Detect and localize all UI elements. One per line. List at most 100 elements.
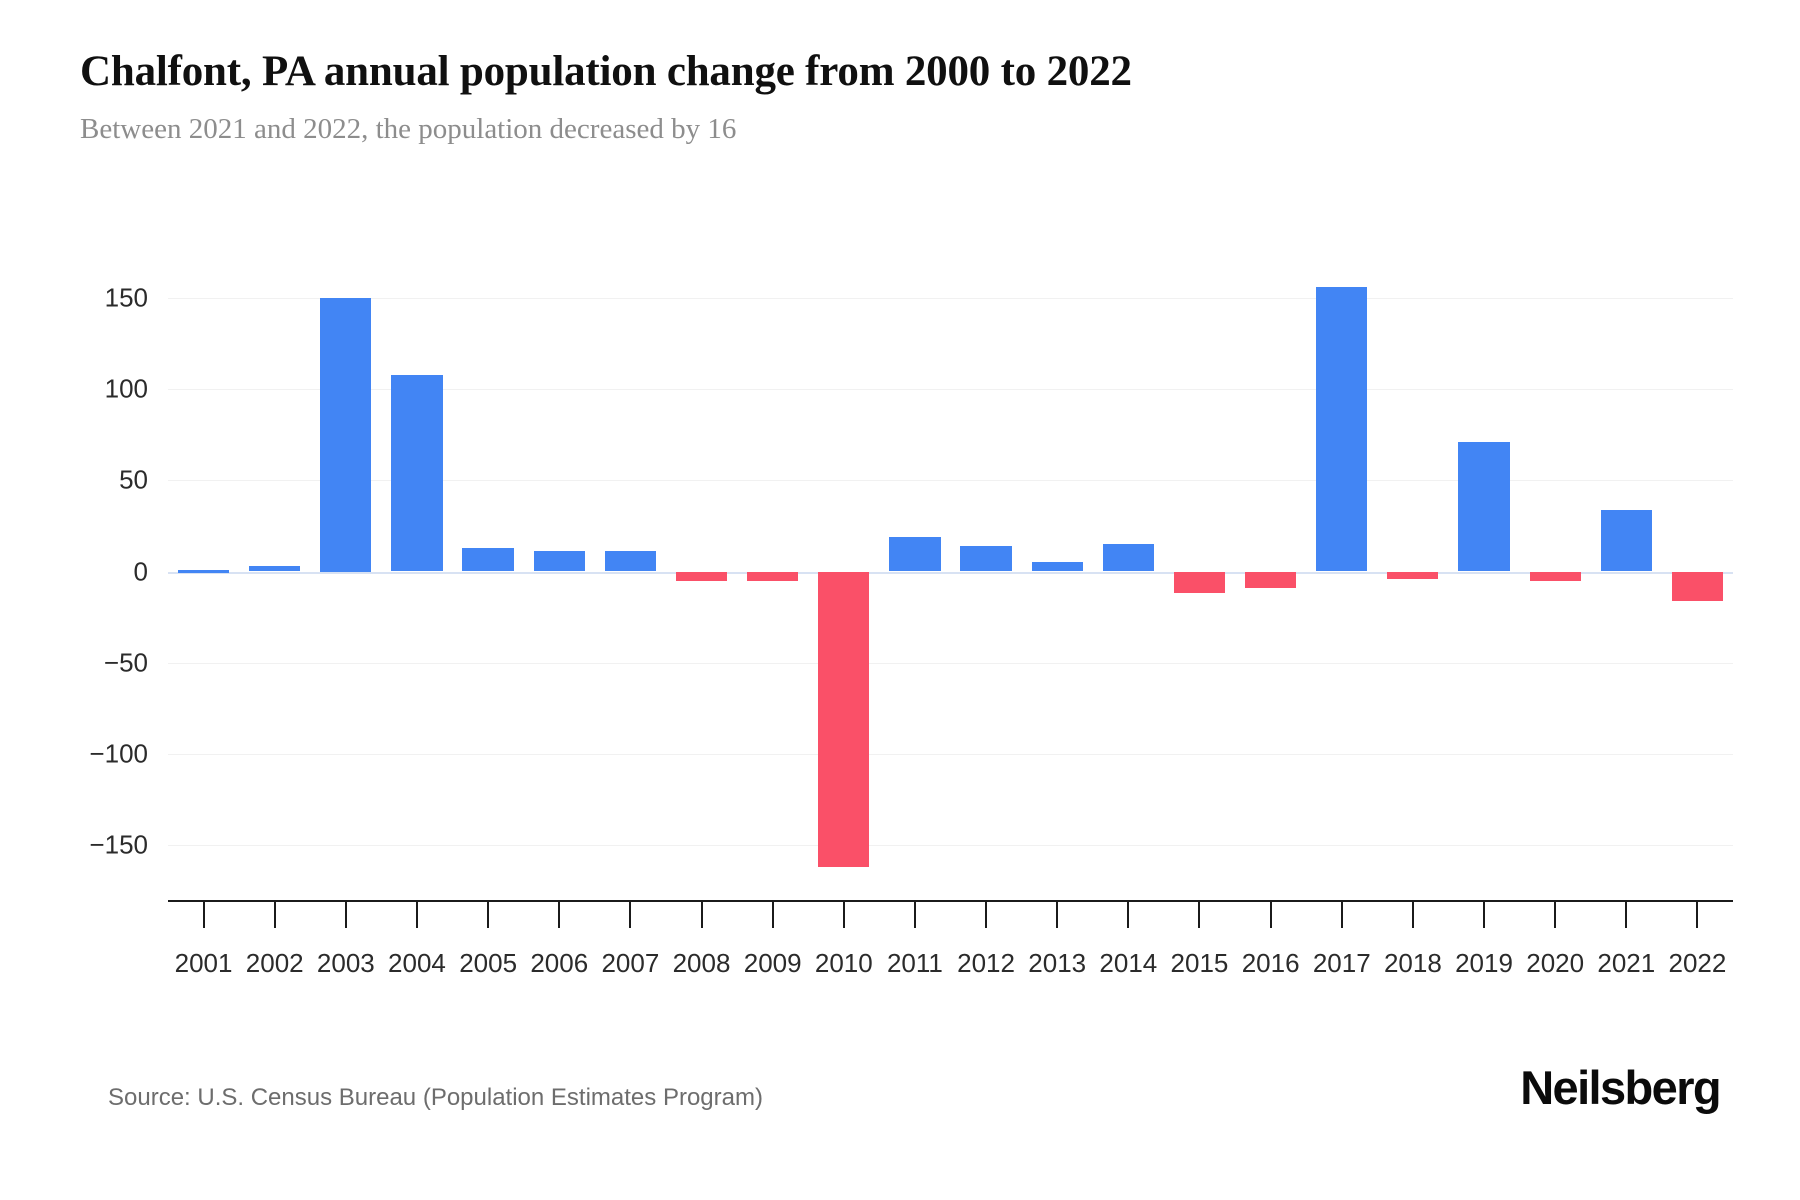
bar-slot: [239, 236, 310, 916]
y-axis-tick-label: 0: [133, 556, 148, 586]
x-axis-tick-label-2022: 2022: [1668, 948, 1727, 978]
x-axis-line: [168, 900, 1733, 902]
y-axis-tick-label: 50: [119, 464, 148, 495]
bar-slot: [808, 236, 879, 916]
gridline--150: [168, 845, 1733, 846]
x-axis-tick-label-2008: 2008: [672, 948, 731, 978]
x-axis-tick-mark: [202, 902, 205, 928]
bar-slot: [1377, 236, 1448, 916]
bar-2009[interactable]: [747, 571, 799, 581]
x-axis-tick-label-2020: 2020: [1526, 948, 1585, 978]
x-axis-tick-label-2009: 2009: [743, 948, 802, 978]
bar-slot: [1164, 236, 1235, 916]
bar-2016[interactable]: [1244, 571, 1297, 588]
source-note: Source: U.S. Census Bureau (Population E…: [108, 1084, 763, 1111]
bar-2021[interactable]: [1600, 509, 1652, 572]
x-axis-tick-mark: [1411, 902, 1414, 928]
bar-2020[interactable]: [1529, 571, 1581, 581]
x-axis-tick-mark: [1198, 902, 1201, 928]
bars-group: [168, 236, 1733, 916]
bar-slot: [381, 236, 452, 916]
bar-2011[interactable]: [889, 536, 941, 572]
chart-header: Chalfont, PA annual population change fr…: [80, 48, 1720, 146]
bar-slot: [666, 236, 737, 916]
chart-plot-area: 150 100 50 0 −50 −100 −150: [0, 236, 1800, 916]
x-axis-tick-label-2017: 2017: [1312, 948, 1371, 978]
x-axis-tick-mark: [913, 902, 916, 928]
y-axis-tick-label: −150: [89, 829, 148, 860]
gridline-0: [168, 571, 1733, 574]
x-axis-tick-label-2016: 2016: [1241, 948, 1300, 978]
bar-2008[interactable]: [675, 571, 728, 581]
bar-2022[interactable]: [1671, 571, 1724, 601]
x-axis-tick-mark: [842, 902, 845, 928]
x-axis-tick-mark: [1056, 902, 1059, 928]
y-axis-tick-label: −50: [103, 647, 148, 678]
x-axis-tick-label-2015: 2015: [1170, 948, 1229, 978]
bar-2017[interactable]: [1316, 287, 1368, 572]
plot-canvas: [168, 236, 1733, 916]
bar-2004[interactable]: [391, 374, 443, 572]
bar-slot: [879, 236, 950, 916]
bar-slot: [524, 236, 595, 916]
x-axis-tick-mark: [1696, 902, 1699, 928]
bar-slot: [951, 236, 1022, 916]
bar-slot: [310, 236, 381, 916]
bar-2018[interactable]: [1387, 571, 1439, 579]
bar-2006[interactable]: [533, 551, 585, 572]
bar-2010[interactable]: [818, 571, 870, 867]
bar-2019[interactable]: [1458, 442, 1510, 572]
x-axis-tick-label-2012: 2012: [957, 948, 1015, 978]
x-axis-tick-mark: [487, 902, 490, 928]
bar-slot: [737, 236, 808, 916]
bar-slot: [453, 236, 524, 916]
x-axis-tick-mark: [273, 902, 276, 928]
x-axis-tick-mark: [1340, 902, 1343, 928]
gridline--100: [168, 753, 1733, 755]
y-axis-tick-label: 150: [104, 282, 148, 313]
x-axis-tick-label-2018: 2018: [1383, 948, 1442, 978]
x-axis-tick-label-2004: 2004: [388, 948, 446, 978]
x-axis-tick-label-2010: 2010: [814, 948, 873, 978]
x-axis-tick-label-2013: 2013: [1028, 948, 1087, 978]
bar-slot: [1022, 236, 1093, 916]
x-axis-tick-mark: [344, 902, 347, 928]
x-axis-tick-label-2019: 2019: [1455, 948, 1513, 978]
x-axis-tick-label-2005: 2005: [459, 948, 518, 978]
x-axis-tick-label-2011: 2011: [886, 948, 943, 978]
gridline-150: [168, 298, 1733, 299]
bar-2005[interactable]: [462, 547, 514, 572]
x-axis-tick-label-2006: 2006: [530, 948, 589, 978]
brand-logo: Neilsberg: [1520, 1061, 1721, 1114]
bar-slot: [168, 236, 239, 916]
bar-2015[interactable]: [1173, 571, 1226, 594]
chart-subtitle: Between 2021 and 2022, the population de…: [80, 113, 737, 146]
bar-2002[interactable]: [249, 566, 301, 572]
bar-slot: [1520, 236, 1591, 916]
x-axis-tick-mark: [1127, 902, 1130, 928]
x-axis-tick-mark: [415, 902, 418, 928]
bar-2001[interactable]: [177, 569, 230, 573]
x-axis-tick-label-2001: 2001: [174, 948, 233, 978]
x-axis-tick-label-2014: 2014: [1099, 948, 1158, 978]
x-axis-tick-label-2021: 2021: [1597, 948, 1656, 978]
bar-slot: [595, 236, 666, 916]
bar-2013[interactable]: [1031, 562, 1083, 572]
bar-slot: [1448, 236, 1519, 916]
x-axis-tick-label-2003: 2003: [316, 948, 375, 978]
bar-slot: [1093, 236, 1164, 916]
bar-slot: [1235, 236, 1306, 916]
x-axis-tick-mark: [771, 902, 774, 928]
bar-slot: [1591, 236, 1662, 916]
x-axis-tick-mark: [1483, 902, 1486, 928]
x-axis-tick-label-2007: 2007: [601, 948, 660, 978]
y-axis-tick-label: 100: [104, 373, 148, 404]
gridline--50: [168, 662, 1733, 664]
bar-2014[interactable]: [1102, 544, 1154, 572]
x-axis-tick-mark: [629, 902, 632, 928]
bar-2012[interactable]: [960, 545, 1012, 572]
bar-2003[interactable]: [320, 298, 372, 572]
x-axis-tick-mark: [985, 902, 988, 928]
bar-2007[interactable]: [604, 551, 656, 572]
